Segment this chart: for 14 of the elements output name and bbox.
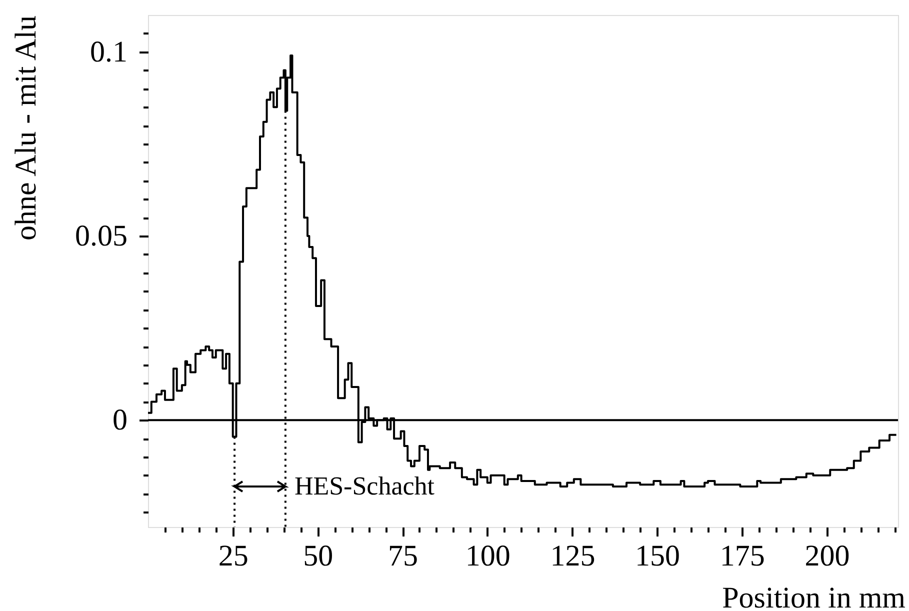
y-tick-label: 0.05 xyxy=(75,220,128,253)
x-axis-title: Position in mm xyxy=(722,582,906,611)
x-tick-label: 75 xyxy=(388,540,418,572)
x-tick-label: 125 xyxy=(550,540,596,572)
y-tick-label: 0.1 xyxy=(90,35,128,68)
x-tick-label: 25 xyxy=(218,540,248,572)
y-axis-title: ohne Alu - mit Alu xyxy=(10,16,42,240)
x-tick-label: 150 xyxy=(635,540,680,572)
x-tick-label: 200 xyxy=(804,540,850,572)
x-tick-label: 100 xyxy=(465,540,510,572)
x-tick-label: 50 xyxy=(303,540,334,572)
annotation: HES-Schacht xyxy=(294,471,436,500)
y-tick-label: 0 xyxy=(112,404,128,437)
x-tick-label: 175 xyxy=(720,540,765,572)
